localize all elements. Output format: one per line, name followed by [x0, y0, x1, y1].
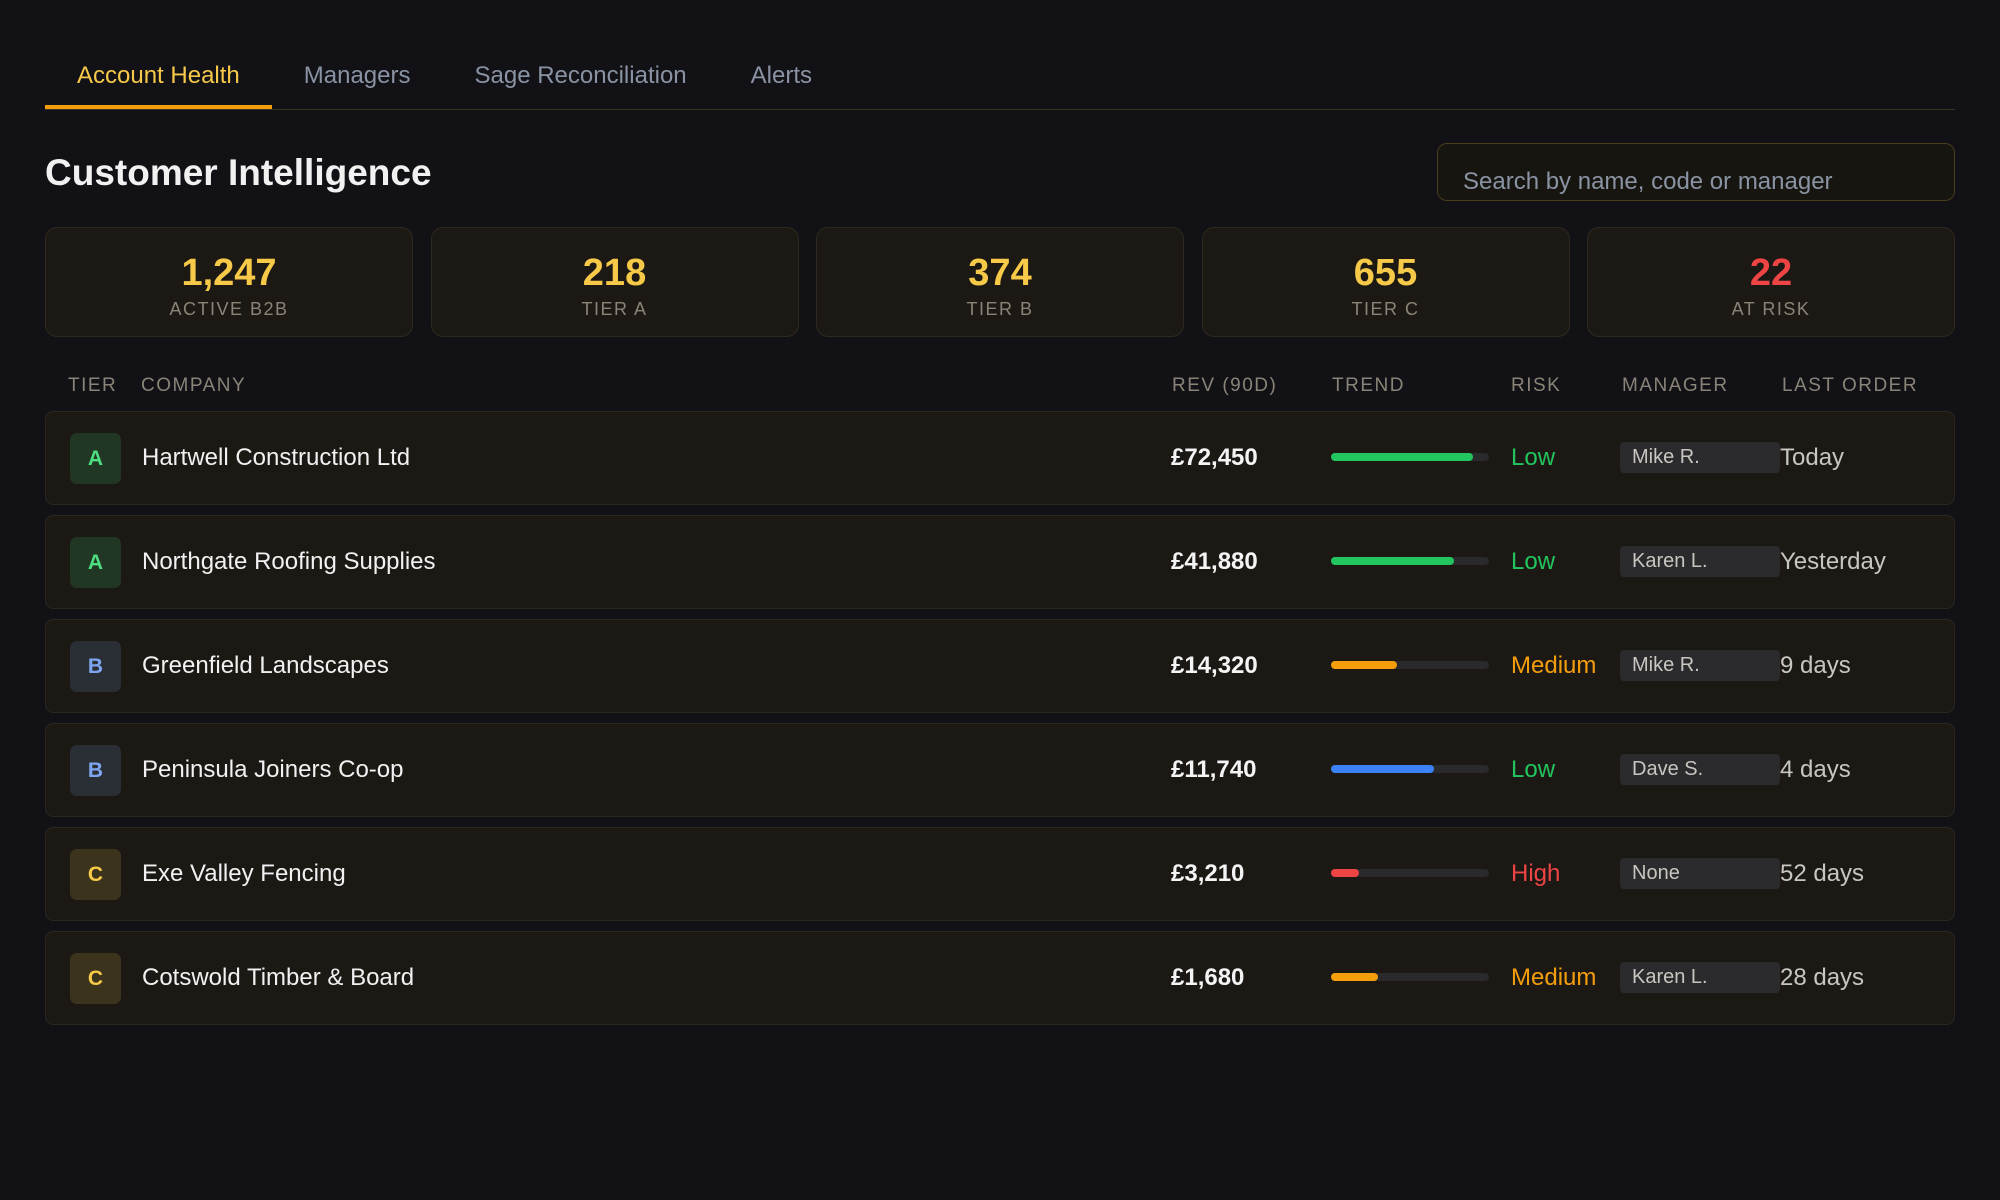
tier-badge: B [70, 641, 121, 692]
risk-level: Medium [1511, 963, 1597, 991]
revenue: £14,320 [1171, 651, 1258, 679]
stat-label: TIER A [581, 299, 648, 319]
tier-badge: B [70, 745, 121, 796]
manager: Karen L. [1620, 962, 1780, 993]
trend-bar [1331, 661, 1398, 669]
stat-label: TIER B [966, 299, 1034, 319]
trend-track [1331, 661, 1489, 669]
revenue: £72,450 [1171, 443, 1258, 471]
search-box[interactable]: Search by name, code or manager [1437, 143, 1955, 201]
tab-bar: Account Health Managers Sage Reconciliat… [45, 52, 1955, 110]
manager: Mike R. [1620, 442, 1780, 473]
trend-track [1331, 973, 1489, 981]
revenue: £11,740 [1171, 755, 1257, 783]
tab[interactable]: Alerts [750, 62, 812, 89]
trend-bar [1331, 973, 1379, 981]
last-order: 9 days [1780, 651, 1851, 679]
stat-card: 655 TIER C [1201, 227, 1570, 337]
stat-label: ACTIVE B2B [169, 299, 289, 319]
manager: None [1620, 858, 1780, 889]
search-placeholder: Search by name, code or manager [1463, 168, 1833, 195]
risk-level: Low [1511, 443, 1556, 471]
stat-value: 22 [1749, 252, 1793, 294]
risk-level: High [1511, 859, 1561, 887]
revenue: £3,210 [1171, 859, 1245, 887]
risk-level: Low [1511, 547, 1556, 575]
last-order: Today [1780, 443, 1845, 471]
stat-label: AT RISK [1731, 299, 1811, 319]
column-header: LAST ORDER [1782, 375, 1919, 396]
table-row[interactable]: B Greenfield Landscapes £14,320 Medium Mike … [45, 619, 1955, 713]
column-header: TREND [1332, 375, 1405, 396]
tier-badge: C [70, 953, 121, 1004]
column-header: TIER [68, 375, 118, 396]
tier-badge: A [70, 537, 121, 588]
trend-track [1331, 557, 1489, 565]
risk-level: Low [1511, 755, 1556, 783]
trend-track [1331, 869, 1489, 877]
company-name: Hartwell Construction Ltd [142, 443, 411, 471]
table-row[interactable]: B Peninsula Joiners Co-op £11,740 Low Dave S… [45, 723, 1955, 817]
table-row[interactable]: A Northgate Roofing Supplies £41,880 Low Kar… [45, 515, 1955, 609]
risk-level: Medium [1511, 651, 1597, 679]
tier-badge: A [70, 433, 121, 484]
revenue: £41,880 [1171, 547, 1258, 575]
table-row[interactable]: A Hartwell Construction Ltd £72,450 Low Mike… [45, 411, 1955, 505]
page-title: Customer Intelligence [45, 152, 432, 193]
manager: Mike R. [1620, 650, 1780, 681]
manager: Karen L. [1620, 546, 1780, 577]
column-header: MANAGER [1622, 375, 1729, 396]
stat-card: 22 AT RISK [1587, 227, 1955, 337]
table-row[interactable]: C Cotswold Timber & Board £1,680 Medium Kare… [45, 931, 1955, 1025]
trend-track [1331, 765, 1489, 773]
stat-card: 374 TIER B [816, 227, 1184, 337]
column-header: COMPANY [141, 375, 247, 396]
tier-badge: C [70, 849, 121, 900]
stat-card: 1,247 ACTIVE B2B [45, 227, 413, 337]
stat-value: 1,247 [181, 252, 277, 294]
stat-label: TIER C [1351, 299, 1420, 319]
last-order: 52 days [1780, 859, 1865, 887]
company-name: Cotswold Timber & Board [142, 963, 415, 991]
tab[interactable]: Managers [303, 62, 411, 89]
company-name: Greenfield Landscapes [142, 651, 389, 679]
tab[interactable]: Account Health [45, 52, 272, 109]
column-header: REV (90D) [1172, 375, 1278, 396]
stat-value: 218 [582, 252, 647, 294]
trend-bar [1331, 869, 1360, 877]
revenue: £1,680 [1171, 963, 1245, 991]
tab[interactable]: Sage Reconciliation [474, 62, 687, 89]
trend-bar [1331, 453, 1474, 461]
company-name: Peninsula Joiners Co-op [142, 755, 404, 783]
stat-value: 655 [1353, 252, 1418, 294]
last-order: 28 days [1780, 963, 1865, 991]
trend-bar [1331, 765, 1434, 773]
stat-value: 374 [968, 252, 1032, 294]
stat-card: 218 TIER A [430, 227, 799, 337]
last-order: 4 days [1780, 755, 1851, 783]
trend-track [1331, 453, 1489, 461]
company-name: Exe Valley Fencing [142, 859, 346, 887]
table-row[interactable]: C Exe Valley Fencing £3,210 High None 52 days [45, 827, 1955, 921]
manager: Dave S. [1620, 754, 1780, 785]
trend-bar [1331, 557, 1455, 565]
last-order: Yesterday [1780, 547, 1886, 575]
column-header: RISK [1511, 375, 1562, 396]
company-name: Northgate Roofing Supplies [142, 547, 436, 575]
